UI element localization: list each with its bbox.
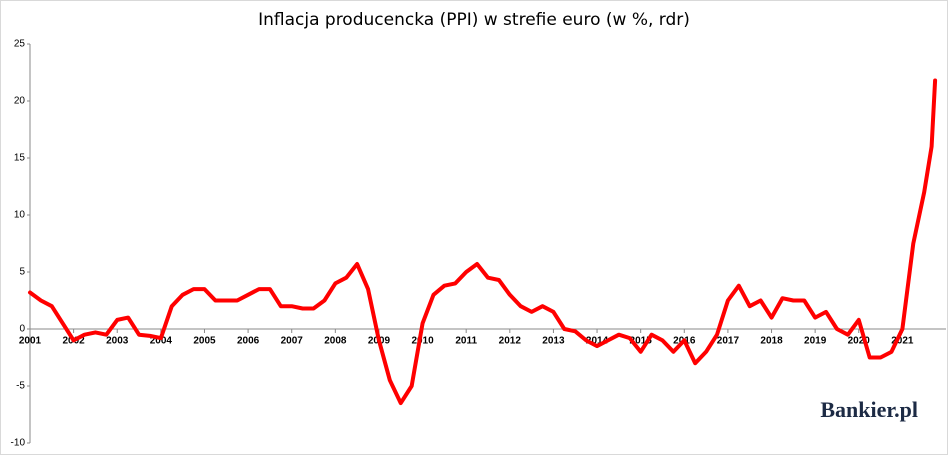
- x-tick-label: 2021: [891, 336, 914, 347]
- x-tick-label: 2012: [499, 336, 522, 347]
- x-tick-label: 2005: [193, 336, 216, 347]
- x-tick-label: 2019: [804, 336, 827, 347]
- x-tick-label: 2001: [19, 336, 42, 347]
- x-tick-label: 2004: [150, 336, 173, 347]
- y-tick-label: 25: [14, 39, 26, 50]
- x-tick-label: 2017: [717, 336, 740, 347]
- chart-title: Inflacja producencka (PPI) w strefie eur…: [258, 10, 690, 30]
- y-tick-label: -10: [11, 438, 26, 449]
- x-tick-label: 2010: [411, 336, 434, 347]
- x-tick-label: 2007: [281, 336, 304, 347]
- y-tick-label: 10: [14, 210, 26, 221]
- x-tick-label: 2011: [455, 336, 477, 347]
- y-tick-label: 20: [14, 96, 26, 107]
- x-tick-label: 2020: [848, 336, 871, 347]
- logo: Bankier.pl: [820, 397, 918, 422]
- x-tick-label: 2006: [237, 336, 260, 347]
- data-line: [28, 78, 938, 406]
- x-tick-label: 2014: [586, 336, 609, 347]
- y-tick-label: -5: [16, 381, 25, 392]
- y-tick-label: 0: [19, 324, 25, 335]
- x-tick-label: 2013: [542, 336, 565, 347]
- y-tick-label: 5: [19, 267, 25, 278]
- x-tick-label: 2003: [106, 336, 129, 347]
- y-tick-label: 15: [14, 153, 26, 164]
- x-tick-label: 2018: [760, 336, 783, 347]
- x-tick-label: 2015: [630, 336, 653, 347]
- x-tick-label: 2008: [324, 336, 347, 347]
